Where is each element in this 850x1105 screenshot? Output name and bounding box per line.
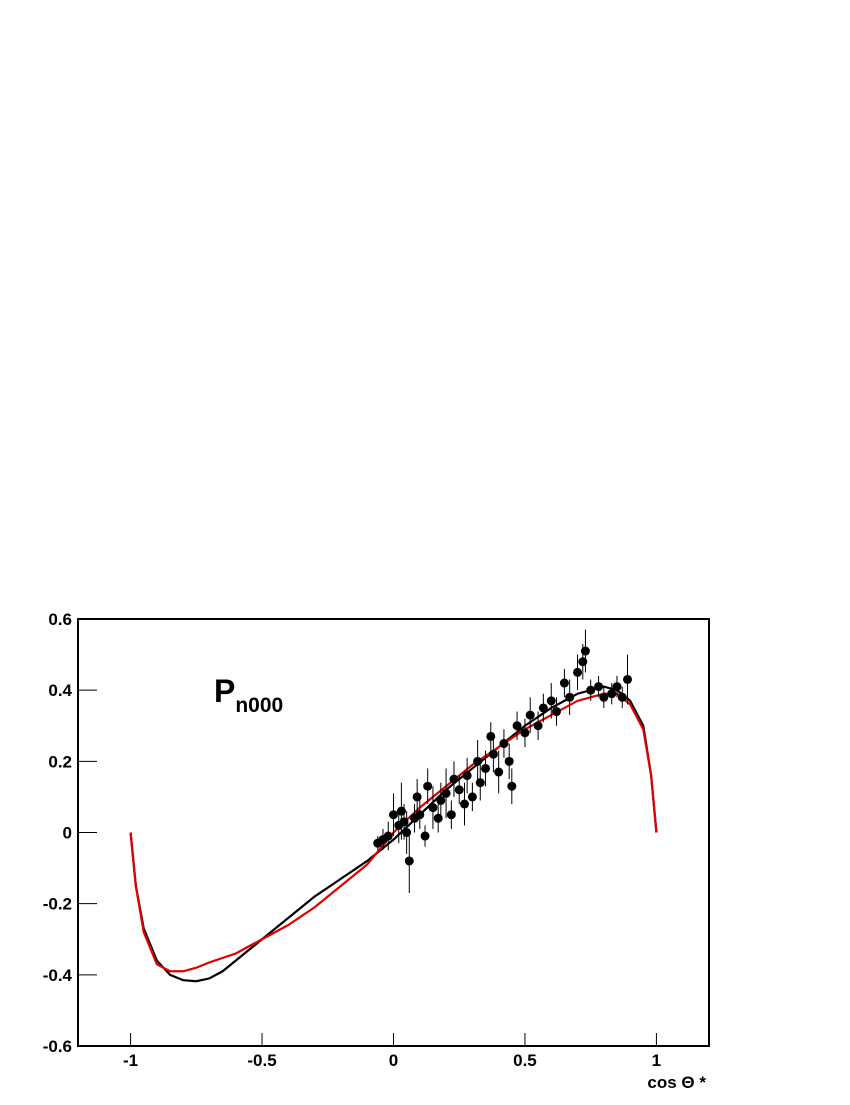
- data-point: [499, 739, 509, 749]
- data-point: [504, 756, 514, 766]
- data-point: [441, 788, 451, 798]
- y-tick-label: -0.4: [43, 966, 73, 985]
- data-point: [622, 674, 632, 684]
- data-point: [433, 813, 443, 823]
- data-point: [423, 781, 433, 791]
- data-point: [454, 785, 464, 795]
- data-point: [446, 810, 456, 820]
- data-point: [533, 721, 543, 731]
- data-point: [404, 856, 414, 866]
- x-tick-label: -0.5: [247, 1051, 276, 1070]
- data-point: [459, 799, 469, 809]
- y-tick-label: 0.4: [48, 681, 72, 700]
- data-point: [462, 771, 472, 781]
- y-tick-label: -0.2: [43, 895, 72, 914]
- y-tick-label: 0.6: [48, 610, 72, 629]
- data-point: [436, 795, 446, 805]
- data-point: [512, 721, 522, 731]
- data-point: [525, 710, 535, 720]
- data-point: [389, 810, 398, 820]
- data-point: [580, 646, 590, 656]
- x-tick-label: 1: [652, 1051, 661, 1070]
- data-point: [573, 667, 583, 677]
- data-point: [412, 792, 422, 802]
- data-point: [559, 678, 569, 688]
- data-point: [415, 810, 425, 820]
- data-point: [617, 692, 627, 702]
- x-tick-label: 0.5: [513, 1051, 537, 1070]
- data-point: [494, 767, 504, 777]
- data-point: [586, 685, 596, 695]
- data-point: [565, 692, 575, 702]
- data-point: [607, 689, 617, 699]
- y-tick-label: 0.2: [48, 752, 72, 771]
- data-point: [520, 728, 530, 738]
- annotation-main: P: [214, 673, 235, 709]
- data-point: [507, 781, 517, 791]
- data-point: [449, 774, 459, 784]
- data-point: [594, 682, 604, 692]
- x-tick-label: -1: [123, 1051, 138, 1070]
- curve: [129, 685, 658, 983]
- data-point: [383, 831, 393, 841]
- data-point: [473, 756, 483, 766]
- data-point: [486, 731, 496, 741]
- data-point: [475, 778, 485, 788]
- annotation-subscript: n000: [235, 694, 283, 717]
- data-point: [599, 692, 609, 702]
- annotation: Pn000: [214, 673, 283, 717]
- data-point: [428, 803, 438, 813]
- data-point: [467, 792, 477, 802]
- data-point: [396, 806, 406, 816]
- y-tick-label: -0.6: [43, 1037, 72, 1056]
- data-point: [546, 696, 556, 706]
- data-point: [538, 703, 548, 713]
- data-point: [578, 657, 588, 667]
- data-point: [399, 817, 409, 827]
- data-point: [420, 831, 430, 841]
- data-point: [612, 682, 622, 692]
- y-tick-label: 0: [63, 824, 72, 843]
- data-point: [402, 828, 412, 837]
- data-point: [488, 749, 498, 759]
- x-tick-label: 0: [389, 1051, 398, 1070]
- data-point: [481, 763, 491, 773]
- data-point: [552, 707, 562, 717]
- x-axis-label: cos Θ *: [647, 1073, 706, 1092]
